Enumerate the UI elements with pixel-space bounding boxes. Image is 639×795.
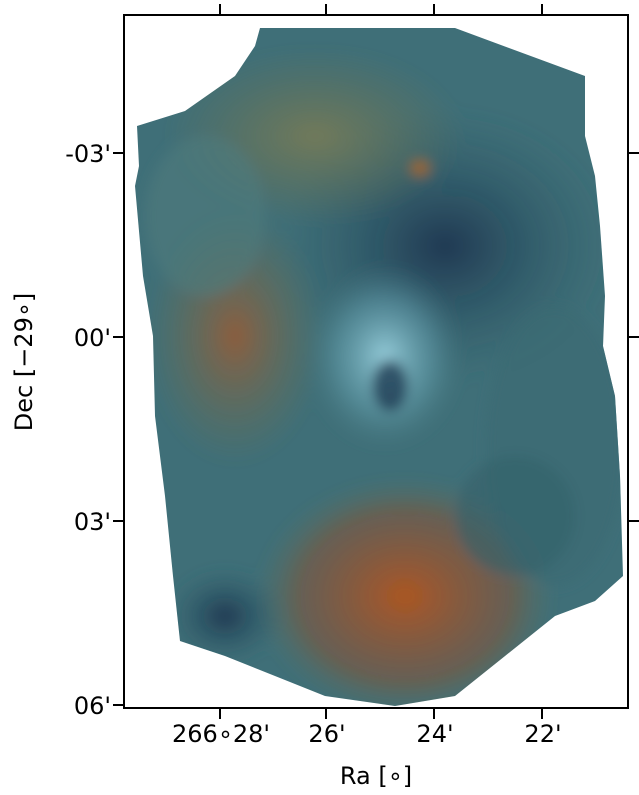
y-tick-right-3 — [627, 520, 639, 522]
y-tick-left-1 — [113, 152, 125, 154]
x-tick-label: 22' — [524, 720, 562, 748]
x-tick-bottom-1 — [219, 707, 221, 719]
y-tick-right-1 — [627, 152, 639, 154]
image-frame — [123, 14, 629, 709]
y-tick-label: 00' — [73, 324, 111, 352]
x-tick-bottom-4 — [541, 707, 543, 719]
y-tick-left-4 — [113, 704, 125, 706]
y-axis-label: Dec [−29∘] — [10, 292, 38, 432]
x-tick-label: 266∘28' — [172, 720, 270, 748]
y-tick-right-2 — [627, 336, 639, 338]
y-tick-label: -03' — [65, 140, 111, 168]
x-tick-top-4 — [541, 4, 543, 16]
x-tick-label: 26' — [308, 720, 346, 748]
y-tick-label: 06' — [73, 692, 111, 720]
x-tick-bottom-3 — [433, 707, 435, 719]
x-tick-top-1 — [219, 4, 221, 16]
x-tick-top-2 — [325, 4, 327, 16]
y-tick-label: 03' — [73, 508, 111, 536]
y-tick-left-3 — [113, 520, 125, 522]
y-tick-left-2 — [113, 336, 125, 338]
x-tick-bottom-2 — [325, 707, 327, 719]
nebula-image — [135, 28, 623, 706]
x-tick-top-3 — [433, 4, 435, 16]
x-axis-label: Ra [∘] — [339, 762, 413, 790]
x-tick-label: 24' — [416, 720, 454, 748]
